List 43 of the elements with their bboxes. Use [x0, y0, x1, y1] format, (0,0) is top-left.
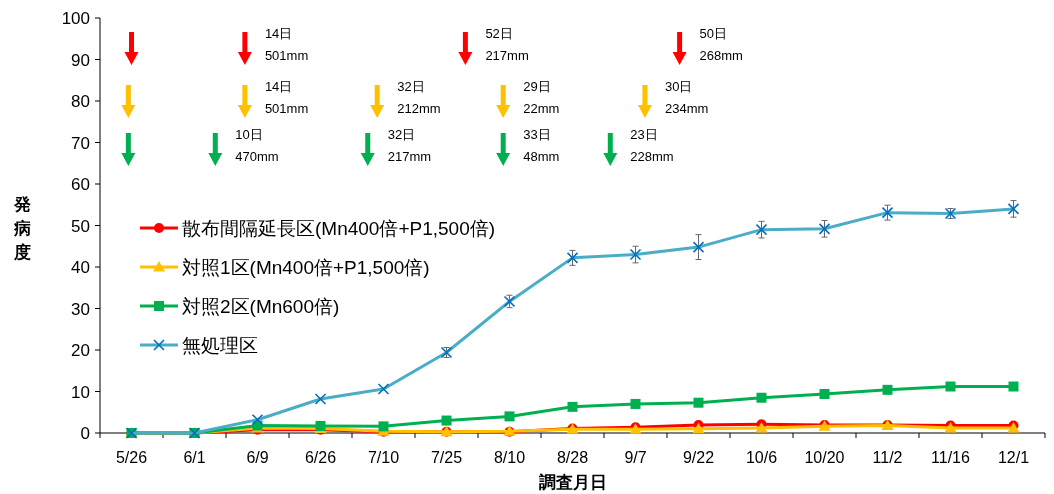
x-tick-label: 9/7: [624, 449, 647, 466]
x-tick-label: 7/25: [430, 449, 463, 466]
x-tick-label: 5/26: [115, 449, 148, 466]
y-tick-label: 0: [80, 424, 90, 443]
y-tick-label: 40: [71, 258, 90, 277]
y-tick-label: 90: [71, 50, 90, 70]
x-tick-label: 10/6: [745, 449, 778, 466]
y-tick-label: 80: [71, 92, 90, 111]
annotation: 14日 501mm: [264, 79, 309, 116]
annotation: 10日 470mm: [235, 127, 279, 164]
annotation: 52日 217mm: [485, 26, 529, 63]
annotation: 30日 234mm: [664, 79, 709, 116]
y-tick-label: 100: [61, 9, 90, 28]
annotation: 32日 217mm: [387, 127, 432, 164]
y-tick-label: 10: [71, 382, 90, 402]
legend-label: 散布間隔延長区(Mn400倍+P1,500倍): [182, 218, 496, 239]
annotation: 32日 212mm: [397, 79, 441, 116]
x-tick-label: 8/28: [556, 449, 589, 466]
x-tick-label: 8/10: [493, 449, 526, 466]
y-tick-label: 30: [71, 299, 90, 319]
y-tick-label: 50: [71, 216, 90, 236]
x-tick-label: 9/22: [682, 449, 715, 466]
x-tick-label: 11/16: [931, 449, 971, 466]
legend-label: 無処理区: [182, 335, 258, 356]
annotation: 29日 22mm: [523, 79, 560, 116]
annotation: 14日 501mm: [264, 26, 309, 63]
legend-label: 対照2区(Mn600倍): [182, 296, 340, 317]
y-tick-label: 70: [71, 133, 90, 153]
y-axis-title: 発病度: [12, 195, 31, 262]
x-tick-label: 11/2: [872, 449, 903, 466]
x-tick-label: 6/26: [304, 449, 337, 466]
annotation: 23日 228mm: [630, 127, 674, 164]
x-tick-label: 10/20: [804, 449, 845, 466]
x-tick-label: 7/10: [367, 449, 400, 466]
x-tick-label: 6/1: [183, 449, 206, 466]
x-tick-label: 6/9: [246, 449, 269, 466]
annotation: 50日 268mm: [699, 26, 743, 63]
x-axis-title: 調査月日: [538, 473, 607, 492]
annotation: 33日 48mm: [523, 127, 560, 164]
legend-label: 対照1区(Mn400倍+P1,500倍): [182, 257, 430, 278]
y-tick-label: 20: [71, 341, 90, 360]
x-tick-label: 12/1: [997, 449, 1030, 466]
y-tick-label: 60: [71, 175, 90, 194]
